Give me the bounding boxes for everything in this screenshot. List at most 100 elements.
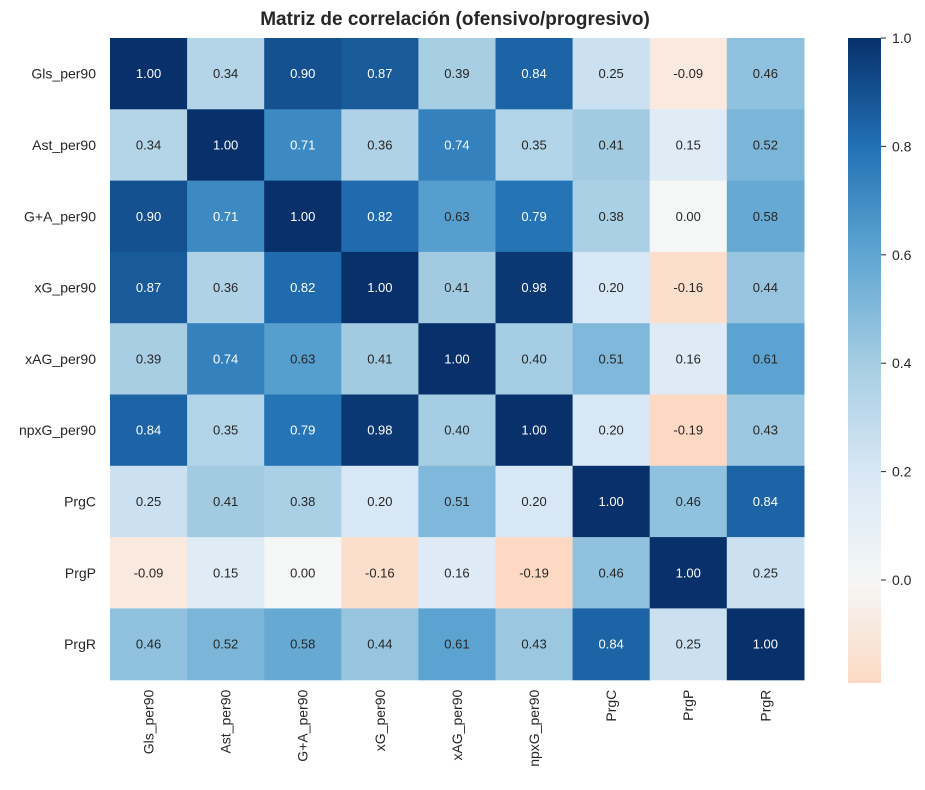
x-tick-labels: Gls_per90 Ast_per90 G+A_per90 xG_per90 xAG_p… (141, 689, 774, 766)
heatmap-cell-ast-per90-g-a-per90 (264, 109, 342, 182)
cell-value-label: 0.90 (136, 209, 161, 224)
heatmap-cell-prgp-xag-per90 (418, 537, 497, 609)
cell-value-label: 0.84 (521, 66, 546, 81)
colorbar-tick-label: 0.6 (892, 247, 912, 263)
cell-value-label: -0.09 (134, 565, 164, 580)
cell-value-label: 0.74 (213, 351, 238, 366)
y-tick-label: xG_per90 (35, 280, 97, 296)
cell-value-label: -0.19 (519, 565, 549, 580)
cell-value-label: 1.00 (753, 637, 778, 652)
cell-value-label: 0.61 (444, 637, 469, 652)
heatmap-cell-prgc-prgp (649, 465, 728, 538)
colorbar-tick-label: 0.8 (892, 138, 912, 154)
cell-value-label: 0.38 (290, 494, 315, 509)
cell-value-label: 0.39 (136, 351, 161, 366)
cell-value-label: 0.87 (367, 66, 392, 81)
heatmap-cell-npxg-per90-xg-per90 (341, 394, 419, 467)
heatmap-cell-npxg-per90-prgr (726, 394, 805, 467)
heatmap-cell-gls-per90-gls-per90 (110, 38, 188, 110)
heatmap-cell-xg-per90-prgp (649, 251, 728, 324)
cell-value-label: 0.40 (444, 423, 469, 438)
heatmap-cell-prgc-npxg-per90 (495, 465, 574, 538)
x-tick-label: PrgC (603, 690, 619, 722)
cell-value-label: 0.46 (753, 66, 778, 81)
heatmap-cell-prgr-g-a-per90 (264, 608, 342, 681)
heatmap-cell-xg-per90-gls-per90 (110, 251, 188, 324)
cell-value-label: 0.25 (136, 494, 161, 509)
cell-value-label: 0.82 (290, 280, 315, 295)
heatmap-cell-xag-per90-npxg-per90 (495, 323, 574, 396)
cell-value-label: 0.39 (444, 66, 469, 81)
cell-value-label: 0.44 (367, 637, 392, 652)
y-tick-label: Ast_per90 (32, 137, 96, 153)
x-tick-label: PrgP (680, 690, 696, 721)
cell-value-label: 0.63 (444, 209, 469, 224)
heatmap-cell-gls-per90-prgr (726, 38, 805, 110)
heatmap-cell-prgc-g-a-per90 (264, 465, 342, 538)
heatmap-cell-gls-per90-ast-per90 (187, 38, 265, 110)
cell-value-label: -0.16 (673, 280, 703, 295)
heatmap-cell-prgr-xg-per90 (341, 608, 419, 681)
cell-value-label: 1.00 (676, 565, 701, 580)
cell-value-label: 0.71 (213, 209, 238, 224)
heatmap-cell-ast-per90-prgc (572, 109, 651, 182)
heatmap-cell-gls-per90-prgp (649, 38, 728, 110)
cell-value-label: -0.09 (673, 66, 703, 81)
x-tick-label: Gls_per90 (141, 689, 157, 754)
heatmap-cell-prgp-gls-per90 (110, 537, 188, 609)
cell-value-label: 0.00 (676, 209, 701, 224)
heatmap-cell-xag-per90-xg-per90 (341, 323, 419, 396)
heatmap-cell-g-a-per90-prgp (649, 180, 728, 253)
heatmap-cell-ast-per90-gls-per90 (110, 109, 188, 182)
heatmap-cell-g-a-per90-gls-per90 (110, 180, 188, 253)
cell-value-label: 0.20 (598, 280, 623, 295)
heatmap-cell-xag-per90-g-a-per90 (264, 323, 342, 396)
cell-value-label: -0.16 (365, 565, 395, 580)
cell-value-label: 0.74 (444, 137, 469, 152)
cell-value-label: 0.25 (598, 66, 623, 81)
cell-value-label: 0.38 (598, 209, 623, 224)
cell-value-label: 0.36 (367, 137, 392, 152)
heatmap-cell-xg-per90-prgr (726, 251, 805, 324)
x-tick-label: Ast_per90 (218, 689, 234, 753)
cell-value-label: -0.19 (673, 423, 703, 438)
x-tick-label: xG_per90 (372, 689, 388, 751)
heatmap-cell-prgp-npxg-per90 (495, 537, 574, 609)
heatmap-cell-prgc-gls-per90 (110, 465, 188, 538)
cell-value-label: 0.51 (598, 351, 623, 366)
colorbar-tick-label: 0.4 (892, 355, 912, 371)
cell-value-label: 0.20 (367, 494, 392, 509)
cell-value-label: 0.82 (367, 209, 392, 224)
cell-value-label: 0.71 (290, 137, 315, 152)
colorbar-gradient (848, 38, 881, 683)
heatmap-cell-prgr-prgp (649, 608, 728, 681)
cell-value-label: 0.41 (444, 280, 469, 295)
cell-value-label: 0.41 (598, 137, 623, 152)
cell-value-label: 0.16 (676, 351, 701, 366)
heatmap-cell-xg-per90-xg-per90 (341, 251, 419, 324)
cell-value-label: 0.61 (753, 351, 778, 366)
cell-value-label: 0.41 (367, 351, 392, 366)
cell-value-label: 0.43 (521, 637, 546, 652)
colorbar-tick-label: 0.0 (892, 572, 912, 588)
y-tick-label: xAG_per90 (25, 351, 96, 367)
x-tick-label: xAG_per90 (449, 689, 465, 760)
cell-value-label: 0.46 (136, 637, 161, 652)
heatmap-cell-xg-per90-prgc (572, 251, 651, 324)
heatmap-cell-g-a-per90-g-a-per90 (264, 180, 342, 253)
heatmap-cell-prgr-ast-per90 (187, 608, 265, 681)
heatmap-cell-xg-per90-ast-per90 (187, 251, 265, 324)
heatmap-cells: 1.00 0.34 0.90 0.87 0.39 0.84 0.25 -0.09 0.46 0.3… (110, 38, 805, 681)
cell-value-label: 0.41 (213, 494, 238, 509)
cell-value-label: 0.52 (213, 637, 238, 652)
heatmap-cell-prgr-gls-per90 (110, 608, 188, 681)
heatmap-cell-npxg-per90-g-a-per90 (264, 394, 342, 467)
cell-value-label: 0.34 (136, 137, 161, 152)
heatmap-cell-npxg-per90-xag-per90 (418, 394, 497, 467)
cell-value-label: 0.20 (521, 494, 546, 509)
cell-value-label: 1.00 (367, 280, 392, 295)
cell-value-label: 0.46 (598, 565, 623, 580)
heatmap-cell-npxg-per90-ast-per90 (187, 394, 265, 467)
heatmap-cell-gls-per90-npxg-per90 (495, 38, 574, 110)
heatmap-cell-prgc-xag-per90 (418, 465, 497, 538)
